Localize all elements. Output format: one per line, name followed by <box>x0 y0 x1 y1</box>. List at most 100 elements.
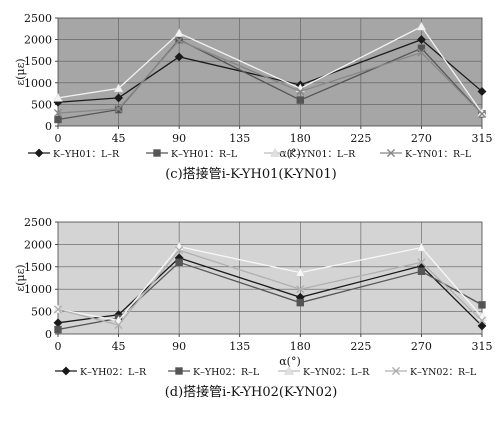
data-point <box>53 305 63 314</box>
x-tick-label: 135 <box>229 340 250 353</box>
x-tick-label: 180 <box>290 340 311 353</box>
data-point <box>477 87 487 96</box>
y-tick-label: 0 <box>45 328 52 341</box>
plot-area <box>57 221 483 335</box>
legend-marker <box>386 148 396 158</box>
chart-caption: (c)搭接管i-K-YH01(K-YN01) <box>165 166 337 182</box>
x-tick-label: 225 <box>350 132 371 145</box>
plot-area <box>57 17 483 127</box>
data-point <box>477 109 487 118</box>
legend-marker <box>391 366 401 376</box>
data-point <box>478 301 486 309</box>
y-axis-label: ε(με) <box>14 264 27 291</box>
legend-label: K–YN01：L–R <box>289 149 356 160</box>
x-tick-label: 270 <box>411 132 432 145</box>
data-point <box>477 316 487 325</box>
legend-item: K–YN02：L–R <box>278 365 370 378</box>
x-tick-label: 270 <box>411 340 432 353</box>
legend-marker <box>175 367 183 375</box>
y-axis-label: ε(με) <box>14 58 27 85</box>
legend-label: K–YH01：R–L <box>171 149 238 160</box>
legend-label: K–YH02：R–L <box>193 367 260 378</box>
legend-item: K–YN01：L–R <box>264 147 356 160</box>
x-tick-label: 225 <box>350 340 371 353</box>
data-point <box>174 52 184 62</box>
data-point <box>174 28 185 37</box>
series-line <box>57 25 483 114</box>
legend-label: K–YN02：L–R <box>303 367 370 378</box>
series-line <box>57 39 483 115</box>
x-tick-label: 180 <box>290 132 311 145</box>
data-point <box>416 21 427 31</box>
legend-label: K–YH01：L–R <box>53 149 120 160</box>
y-tick-label: 1000 <box>24 283 52 296</box>
legend-label: K–YH02：L–R <box>80 367 147 378</box>
y-tick-label: 500 <box>31 98 52 111</box>
y-tick-label: 0 <box>45 120 52 133</box>
series-line <box>57 38 483 103</box>
x-tick-label: 135 <box>229 132 250 145</box>
y-tick-label: 2500 <box>24 216 52 229</box>
legend-item: K–YN01：R–L <box>380 148 472 160</box>
legend-marker <box>284 365 294 375</box>
data-point <box>113 83 124 93</box>
data-point <box>54 115 62 124</box>
data-point <box>114 320 123 330</box>
legend: K–YH02：L–R K–YH02：R–L K–YN02：L–R K–YN02：R–L <box>55 365 477 378</box>
y-tick-label: 2500 <box>24 12 52 25</box>
data-point <box>477 321 487 331</box>
series-line <box>57 38 483 121</box>
x-tick-label: 315 <box>472 340 493 353</box>
x-tick-label: 45 <box>112 132 126 145</box>
series-line <box>57 245 483 322</box>
chart-1: 0 500 1000 1500 2000 2500 0 45 90 135 180 225 270 315… <box>14 12 493 182</box>
data-point <box>54 325 62 334</box>
y-tick-label: 2000 <box>24 34 52 47</box>
x-tick-label: 0 <box>55 132 62 145</box>
data-point <box>296 87 305 96</box>
series-line <box>57 249 483 326</box>
data-point <box>296 285 305 294</box>
data-point <box>416 242 427 252</box>
data-point <box>175 246 184 255</box>
chart-2: 0 500 1000 1500 2000 2500 0 45 90 135 180 225 270 315… <box>14 216 493 400</box>
legend-label: K–YN02：R–L <box>410 367 477 378</box>
legend-item: K–YN02：R–L <box>385 366 477 378</box>
series-4 <box>53 246 487 330</box>
data-point <box>417 267 426 275</box>
data-point <box>295 267 306 277</box>
x-axis-label: α(°) <box>279 355 301 368</box>
data-point <box>417 48 426 57</box>
data-point <box>296 298 304 307</box>
legend-marker <box>34 148 44 158</box>
y-tick-label: 1500 <box>24 55 52 68</box>
y-tick-label: 1500 <box>24 261 52 274</box>
x-tick-label: 0 <box>55 340 62 353</box>
series-4 <box>53 36 487 118</box>
series-line <box>57 261 483 331</box>
data-point <box>53 108 63 118</box>
legend: K–YH01：L–R K–YH01：R–L K–YN01：L–R K–YN01：R–L <box>28 147 472 160</box>
data-point <box>114 104 123 113</box>
x-axis-label: α(°) <box>279 147 301 160</box>
data-point <box>417 35 426 45</box>
series-1 <box>53 35 487 107</box>
data-point <box>114 93 123 103</box>
legend-marker <box>61 366 71 376</box>
chart-caption: (d)搭接管i-K-YH02(K-YN02) <box>165 384 338 400</box>
y-tick-label: 2000 <box>24 238 52 251</box>
data-point <box>417 258 426 267</box>
legend-item: K–YH02：R–L <box>168 367 260 378</box>
legend-marker <box>270 147 280 157</box>
x-tick-label: 90 <box>172 340 186 353</box>
data-point <box>175 36 184 45</box>
legend-item: K–YH01：R–L <box>146 149 238 160</box>
data-point <box>296 96 304 104</box>
legend-label: K–YN01：R–L <box>405 149 472 160</box>
x-tick-label: 45 <box>112 340 126 353</box>
series-line <box>57 257 483 327</box>
legend-item: K–YH01：L–R <box>28 148 120 160</box>
legend-marker <box>153 149 161 157</box>
x-tick-label: 315 <box>472 132 493 145</box>
